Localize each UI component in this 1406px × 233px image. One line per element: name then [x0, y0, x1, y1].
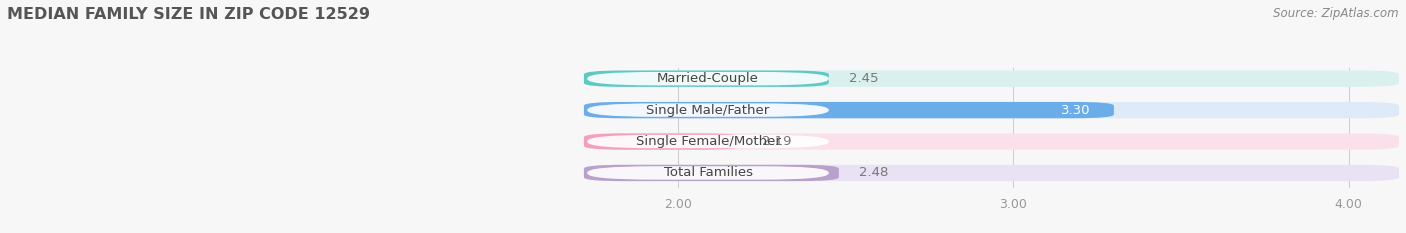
FancyBboxPatch shape [583, 133, 741, 150]
FancyBboxPatch shape [583, 71, 828, 87]
Text: 2.19: 2.19 [762, 135, 792, 148]
Text: Total Families: Total Families [664, 166, 752, 179]
Text: 3.30: 3.30 [1062, 104, 1091, 116]
FancyBboxPatch shape [588, 135, 828, 148]
FancyBboxPatch shape [583, 102, 1114, 118]
FancyBboxPatch shape [583, 133, 1399, 150]
FancyBboxPatch shape [583, 165, 839, 181]
Text: 2.48: 2.48 [859, 166, 889, 179]
Text: 2.45: 2.45 [849, 72, 879, 85]
FancyBboxPatch shape [583, 71, 1399, 87]
FancyBboxPatch shape [588, 103, 828, 117]
Text: Single Female/Mother: Single Female/Mother [636, 135, 780, 148]
Text: MEDIAN FAMILY SIZE IN ZIP CODE 12529: MEDIAN FAMILY SIZE IN ZIP CODE 12529 [7, 7, 370, 22]
Text: Source: ZipAtlas.com: Source: ZipAtlas.com [1274, 7, 1399, 20]
FancyBboxPatch shape [583, 165, 1399, 181]
FancyBboxPatch shape [583, 102, 1399, 118]
FancyBboxPatch shape [588, 166, 828, 180]
Text: Married-Couple: Married-Couple [657, 72, 759, 85]
FancyBboxPatch shape [588, 72, 828, 85]
Text: Single Male/Father: Single Male/Father [647, 104, 769, 116]
